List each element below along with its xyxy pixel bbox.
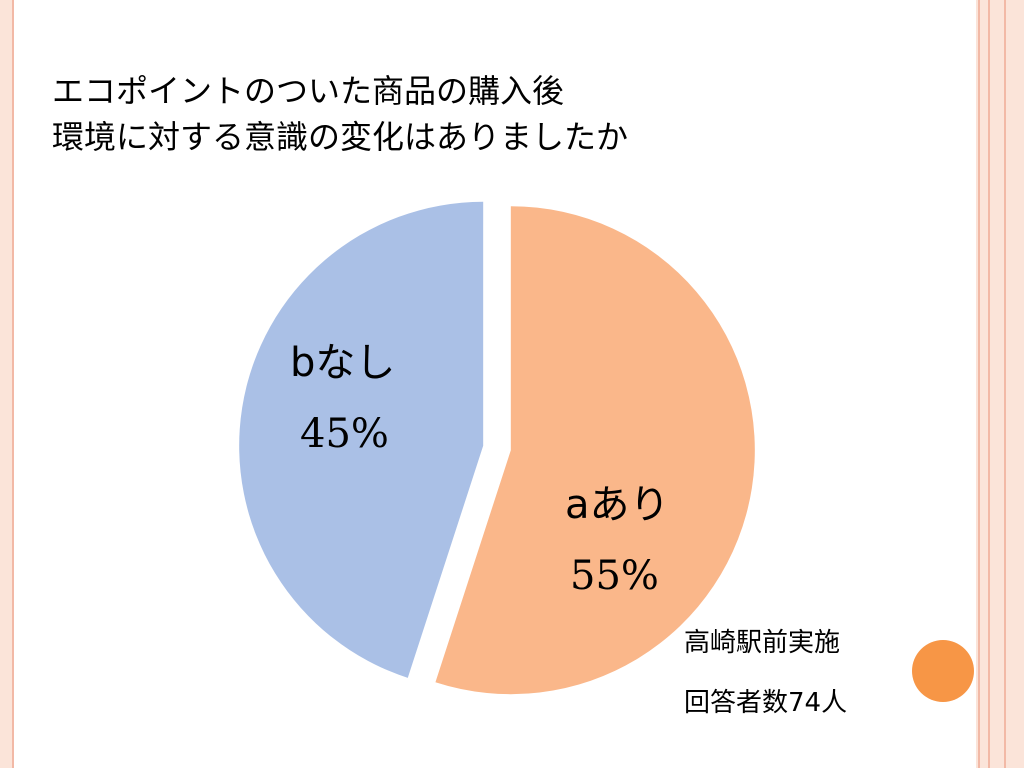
pie-slice-a xyxy=(435,206,755,695)
left-frame-band xyxy=(0,0,12,768)
slide-title: エコポイントのついた商品の購入後 環境に対する意識の変化はありましたか xyxy=(52,68,628,160)
accent-dot xyxy=(912,640,974,702)
right-frame-line-2 xyxy=(988,0,990,768)
right-frame-line-1 xyxy=(978,0,980,768)
slice-label-b: bなし xyxy=(290,340,395,386)
respondent-count-note: 回答者数74人 xyxy=(684,688,848,718)
left-frame-line xyxy=(12,0,14,768)
title-line-1: エコポイントのついた商品の購入後 xyxy=(52,72,565,110)
slice-percent-a: 55% xyxy=(570,553,659,599)
pie-slice-b xyxy=(239,201,484,678)
slice-percent-b: 45% xyxy=(300,411,389,457)
survey-location-note: 高崎駅前実施 xyxy=(684,628,841,658)
pie-slices xyxy=(239,201,755,695)
title-line-2: 環境に対する意識の変化はありましたか xyxy=(52,118,629,156)
right-frame-band xyxy=(976,0,1024,768)
right-frame-line-3 xyxy=(1004,0,1006,768)
slice-label-a: aあり xyxy=(565,482,670,528)
